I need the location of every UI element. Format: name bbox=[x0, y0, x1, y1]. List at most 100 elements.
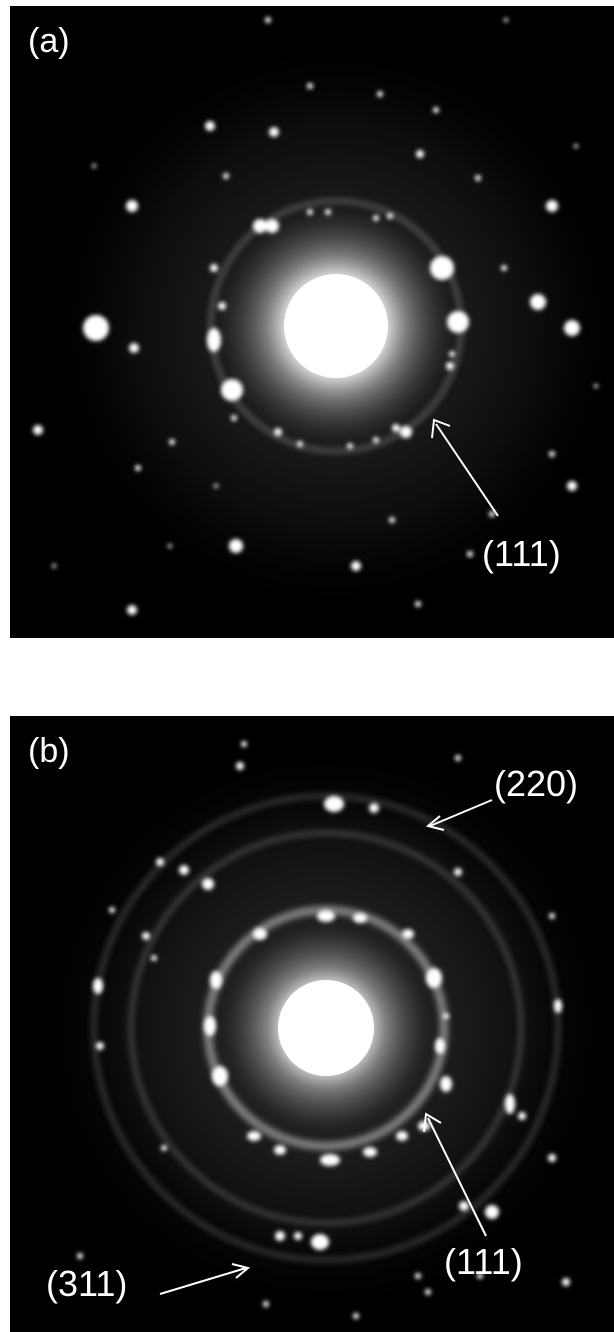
b-spot bbox=[363, 1147, 377, 1157]
b-spot bbox=[435, 1038, 445, 1054]
a-spot bbox=[475, 175, 481, 181]
b-spot bbox=[142, 932, 150, 940]
a-spot bbox=[594, 384, 598, 388]
a-spot bbox=[530, 294, 546, 310]
annotation-arrows-b bbox=[159, 799, 493, 1295]
ring-label-111-a: (111) bbox=[482, 533, 561, 574]
b-spot bbox=[353, 1313, 359, 1319]
b-spot bbox=[247, 1131, 261, 1141]
a-spot bbox=[416, 150, 424, 158]
ring-label-220-b: (220) bbox=[494, 763, 579, 804]
a-spot bbox=[489, 511, 495, 517]
a-spot bbox=[229, 539, 243, 553]
b-spot bbox=[109, 907, 115, 913]
b-spot bbox=[294, 1232, 302, 1240]
b-spot bbox=[402, 929, 414, 939]
a-spot bbox=[377, 91, 383, 97]
b-spot bbox=[396, 1131, 408, 1141]
a-spot bbox=[546, 200, 558, 212]
a-spot bbox=[549, 451, 555, 457]
a-spot bbox=[169, 439, 175, 445]
a-spot bbox=[52, 564, 56, 568]
b-spot bbox=[156, 858, 164, 866]
a-spot bbox=[218, 302, 226, 310]
a-spot bbox=[127, 605, 137, 615]
a-spot bbox=[373, 437, 379, 443]
b-spot bbox=[440, 1076, 452, 1092]
b-spot bbox=[96, 1042, 104, 1050]
a-spot bbox=[168, 544, 172, 548]
a-spot bbox=[269, 127, 279, 137]
annotation-arrow-220-b bbox=[425, 799, 493, 831]
a-spot bbox=[415, 601, 421, 607]
a-spot bbox=[449, 351, 455, 357]
a-spot bbox=[351, 561, 361, 571]
a-spot bbox=[467, 551, 473, 557]
a-spot bbox=[347, 443, 353, 449]
a-spot bbox=[307, 209, 313, 215]
b-spot bbox=[202, 878, 214, 890]
b-spot bbox=[179, 865, 189, 875]
annotation-arrow-311-b bbox=[159, 1263, 251, 1295]
a-spot bbox=[325, 209, 331, 215]
diffraction-spots-b bbox=[77, 741, 570, 1319]
a-spot bbox=[373, 215, 379, 221]
a-spot bbox=[83, 315, 109, 341]
a-spot bbox=[135, 465, 141, 471]
b-spot bbox=[549, 913, 555, 919]
b-spot bbox=[77, 1253, 83, 1259]
diffraction-pattern-a: (a) (111) bbox=[10, 6, 614, 638]
a-spot bbox=[307, 83, 313, 89]
a-spot bbox=[447, 311, 469, 333]
diffraction-pattern-b: (b) (220) (111) (311) bbox=[10, 716, 614, 1332]
a-spot bbox=[574, 144, 578, 148]
central-beam-a bbox=[284, 274, 388, 378]
ring-label-311-b: (311) bbox=[46, 1263, 128, 1304]
b-spot bbox=[415, 1273, 421, 1279]
a-spot bbox=[274, 428, 282, 436]
a-spot bbox=[33, 425, 43, 435]
b-spot bbox=[485, 1205, 499, 1219]
a-spot bbox=[207, 328, 221, 352]
a-spot bbox=[223, 173, 229, 179]
b-spot bbox=[562, 1278, 570, 1286]
b-spot bbox=[151, 955, 157, 961]
a-spot bbox=[231, 415, 237, 421]
b-spot bbox=[241, 741, 247, 747]
b-spot bbox=[353, 913, 367, 923]
b-spot bbox=[311, 1234, 329, 1250]
b-spot bbox=[320, 1154, 340, 1166]
b-spot bbox=[554, 999, 562, 1013]
b-spot bbox=[204, 1016, 216, 1036]
a-spot bbox=[433, 107, 439, 113]
central-beam-b bbox=[278, 980, 374, 1076]
b-spot bbox=[426, 968, 442, 988]
b-spot bbox=[317, 910, 335, 922]
b-spot bbox=[212, 1066, 228, 1086]
a-spot bbox=[387, 213, 393, 219]
b-spot bbox=[443, 1013, 449, 1019]
b-spot bbox=[210, 971, 222, 989]
a-spot bbox=[214, 484, 218, 488]
diffraction-spots-a bbox=[33, 17, 598, 615]
b-spot bbox=[93, 978, 103, 994]
ring-220-b bbox=[128, 830, 524, 1226]
a-spot bbox=[265, 219, 279, 233]
ring-label-111-b: (111) bbox=[444, 1241, 523, 1282]
a-spot bbox=[297, 441, 303, 447]
a-spot bbox=[210, 264, 218, 272]
a-spot bbox=[564, 320, 580, 336]
a-spot bbox=[504, 18, 508, 22]
annotation-arrow-111-a bbox=[431, 418, 499, 517]
a-spot bbox=[265, 17, 271, 23]
a-spot bbox=[389, 517, 395, 523]
b-spot bbox=[459, 1201, 469, 1211]
b-spot bbox=[505, 1094, 515, 1114]
b-spot bbox=[425, 1289, 431, 1295]
diffraction-image-b bbox=[36, 738, 614, 1319]
panel-label-a: (a) bbox=[28, 22, 70, 60]
a-spot bbox=[129, 343, 139, 353]
a-spot bbox=[253, 219, 267, 233]
a-spot bbox=[400, 426, 412, 438]
a-spot bbox=[92, 164, 96, 168]
